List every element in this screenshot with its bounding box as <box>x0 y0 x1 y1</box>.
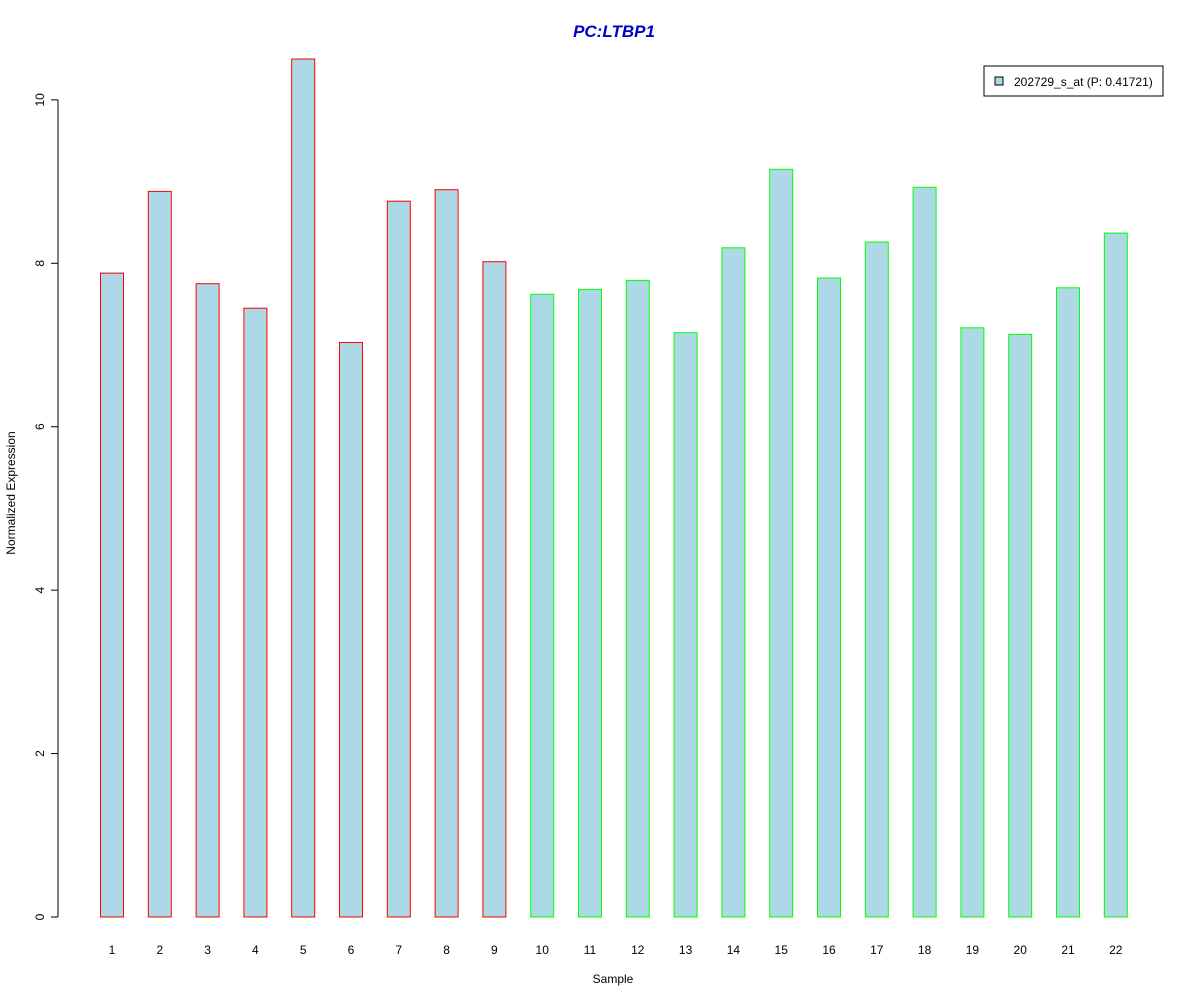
legend-entry-label: 202729_s_at (P: 0.41721) <box>1014 75 1153 89</box>
x-tick-label: 16 <box>822 943 836 957</box>
bar-sample-10 <box>530 293 555 918</box>
x-tick-label: 13 <box>679 943 693 957</box>
x-tick-label: 6 <box>348 943 355 957</box>
chart-title: PC:LTBP1 <box>573 22 655 41</box>
legend: 202729_s_at (P: 0.41721) <box>983 65 1164 97</box>
x-tick-label: 8 <box>443 943 450 957</box>
x-tick-label: 5 <box>300 943 307 957</box>
bar-sample-11 <box>578 288 602 918</box>
y-axis: 0 2 4 6 8 10 <box>33 93 59 920</box>
bar-sample-21 <box>1056 287 1080 918</box>
bar-sample-18 <box>912 186 937 918</box>
bar-sample-3 <box>195 283 220 918</box>
y-tick-label: 8 <box>33 260 47 267</box>
bar-sample-6 <box>339 342 363 918</box>
x-tick-label: 4 <box>252 943 259 957</box>
y-tick-label: 4 <box>33 586 47 593</box>
bar-sample-5 <box>291 58 316 918</box>
x-tick-label: 17 <box>870 943 884 957</box>
y-tick-label: 10 <box>33 93 47 107</box>
y-tick-label: 2 <box>33 750 47 757</box>
x-tick-label: 9 <box>491 943 498 957</box>
legend-box <box>983 65 1164 97</box>
bar-sample-4 <box>243 307 268 918</box>
y-axis-label: Normalized Expression <box>4 431 18 554</box>
x-tick-label: 19 <box>966 943 980 957</box>
bar-sample-16 <box>817 277 841 918</box>
bar-sample-13 <box>673 332 698 918</box>
bar-sample-20 <box>1008 333 1033 918</box>
bar-sample-19 <box>960 327 985 918</box>
x-tick-label: 1 <box>109 943 116 957</box>
x-tick-label: 10 <box>536 943 550 957</box>
bar-sample-1 <box>100 272 124 918</box>
bar-sample-8 <box>434 189 459 918</box>
x-tick-label: 2 <box>156 943 163 957</box>
x-tick-label: 21 <box>1061 943 1075 957</box>
y-tick-label: 6 <box>33 423 47 430</box>
x-tick-label: 14 <box>727 943 741 957</box>
bar-sample-9 <box>482 261 507 918</box>
x-tick-label: 22 <box>1109 943 1123 957</box>
x-tick-label: 18 <box>918 943 932 957</box>
legend-swatch <box>994 76 1004 86</box>
bar-sample-22 <box>1103 232 1128 918</box>
x-tick-label: 15 <box>775 943 789 957</box>
bar-sample-12 <box>625 279 650 918</box>
bar-sample-17 <box>864 241 889 918</box>
bar-sample-2 <box>147 190 172 918</box>
x-tick-label: 11 <box>584 943 597 957</box>
x-tick-labels: 1 2 3 4 5 6 7 8 9 10 11 12 13 14 15 16 17 18 19 20 21 22 <box>109 943 1123 957</box>
x-tick-label: 7 <box>395 943 402 957</box>
x-tick-label: 12 <box>631 943 645 957</box>
bar-sample-14 <box>721 247 746 918</box>
y-tick-label: 0 <box>33 913 47 920</box>
x-tick-label: 3 <box>204 943 211 957</box>
bars <box>100 58 1128 918</box>
x-tick-label: 20 <box>1014 943 1028 957</box>
bar-sample-7 <box>386 200 411 918</box>
x-axis-label: Sample <box>593 972 634 986</box>
bar-sample-15 <box>769 168 794 918</box>
